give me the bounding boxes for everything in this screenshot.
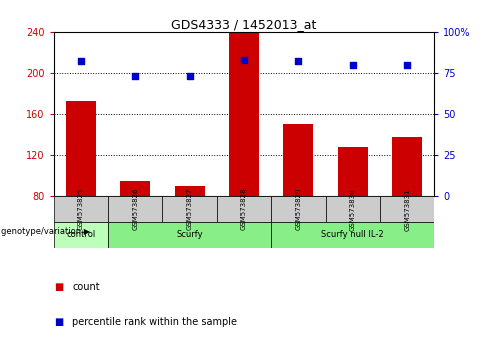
Text: genotype/variation ▶: genotype/variation ▶: [1, 227, 90, 236]
Bar: [271, 222, 434, 248]
Bar: [271, 196, 325, 222]
Text: GSM573825: GSM573825: [78, 188, 84, 230]
Text: Scurfy null IL-2: Scurfy null IL-2: [322, 230, 384, 239]
Bar: [217, 196, 271, 222]
Bar: [66, 101, 96, 196]
Text: GSM573831: GSM573831: [404, 188, 410, 230]
Bar: [380, 196, 434, 222]
Point: [131, 73, 139, 79]
Bar: [229, 32, 259, 196]
Bar: [325, 196, 380, 222]
Text: count: count: [72, 282, 100, 292]
Bar: [163, 196, 217, 222]
Bar: [54, 222, 108, 248]
Point: [294, 59, 302, 64]
Bar: [392, 137, 422, 196]
Bar: [54, 196, 108, 222]
Point: [186, 73, 194, 79]
Text: Scurfy: Scurfy: [176, 230, 203, 239]
Bar: [108, 196, 163, 222]
Text: control: control: [66, 230, 96, 239]
Point: [349, 62, 357, 68]
Text: GSM573830: GSM573830: [350, 188, 356, 230]
Bar: [121, 181, 150, 196]
Text: ■: ■: [54, 282, 63, 292]
Point: [403, 62, 411, 68]
Bar: [108, 222, 271, 248]
Text: GSM573826: GSM573826: [132, 188, 138, 230]
Point: [240, 57, 248, 63]
Point: [77, 59, 85, 64]
Title: GDS4333 / 1452013_at: GDS4333 / 1452013_at: [171, 18, 317, 31]
Bar: [175, 186, 204, 196]
Text: percentile rank within the sample: percentile rank within the sample: [72, 317, 237, 327]
Bar: [338, 147, 368, 196]
Text: GSM573829: GSM573829: [295, 188, 302, 230]
Text: GSM573827: GSM573827: [186, 188, 193, 230]
Text: GSM573828: GSM573828: [241, 188, 247, 230]
Text: ■: ■: [54, 317, 63, 327]
Bar: [284, 124, 313, 196]
